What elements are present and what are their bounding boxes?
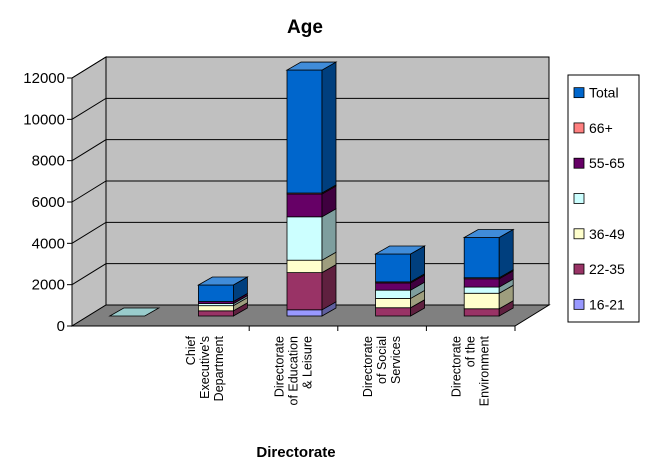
y-tick-label: 8000 <box>32 153 65 170</box>
legend-item: 36-49 <box>573 226 625 242</box>
x-tick-label: Directorate of Social Services <box>361 336 403 397</box>
x-tick-label: Directorate of the Environment <box>450 335 492 406</box>
bar-unnamed-segment <box>286 208 337 261</box>
svg-text:of Education: of Education <box>287 336 301 406</box>
legend-item: 16-21 <box>573 296 625 312</box>
svg-text:36-49: 36-49 <box>589 226 625 242</box>
svg-text:Environment: Environment <box>478 335 492 406</box>
y-tick-label: 12000 <box>23 70 65 87</box>
y-tick-label: 6000 <box>32 194 65 211</box>
gridline <box>71 56 549 79</box>
svg-text:& Leisure: & Leisure <box>301 336 315 389</box>
x-tick-label: Directorate of Education & Leisure <box>273 336 315 406</box>
legend-item: 55-65 <box>573 155 625 171</box>
y-tick-label: 0 <box>57 318 65 335</box>
bar-total-segment <box>285 61 338 194</box>
svg-text:of Social: of Social <box>375 336 389 384</box>
svg-text:Directorate: Directorate <box>361 336 375 397</box>
bars <box>108 61 515 317</box>
svg-text:Department: Department <box>212 335 226 401</box>
bar-22-35-segment <box>375 299 426 317</box>
svg-text:Total: Total <box>589 85 619 101</box>
bar-total-segment <box>462 228 515 279</box>
x-axis-categories: Chief Executive's Department Directorate of … <box>184 326 516 406</box>
svg-text:Executive's: Executive's <box>198 336 212 399</box>
svg-text:66+: 66+ <box>589 120 613 136</box>
svg-text:22-35: 22-35 <box>589 261 625 277</box>
y-axis: 0 2000 4000 6000 8000 10000 12000 <box>23 70 515 335</box>
gridline <box>71 221 549 244</box>
bar-total-segment <box>374 245 427 283</box>
legend-item <box>573 193 585 204</box>
x-axis-title: Directorate <box>256 444 335 461</box>
svg-text:Directorate: Directorate <box>450 336 464 397</box>
x-tick-label: Chief Executive's Department <box>184 335 226 401</box>
legend-item: 66+ <box>573 120 613 136</box>
svg-text:55-65: 55-65 <box>589 155 625 171</box>
svg-text:of the: of the <box>464 336 478 367</box>
gridline <box>71 139 549 162</box>
y-tick-label: 4000 <box>32 235 65 252</box>
gridline <box>71 97 549 120</box>
y-tick-label: 10000 <box>23 111 65 128</box>
bar-36-49-segment <box>286 251 337 274</box>
y-tick-label: 2000 <box>32 277 65 294</box>
gridline <box>71 180 549 203</box>
chart-title: Age <box>287 17 323 38</box>
legend-item: Total <box>573 85 619 101</box>
bar-22-35-segment <box>286 263 337 311</box>
svg-text:Services: Services <box>389 336 403 384</box>
bar-total-segment <box>196 276 249 303</box>
svg-text:16-21: 16-21 <box>589 296 625 312</box>
legend: Total 66+ 55-65 36-49 22-35 16-21 <box>567 74 640 323</box>
svg-text:Directorate: Directorate <box>273 336 287 397</box>
legend-item: 22-35 <box>573 261 625 277</box>
bar-empty <box>108 307 161 317</box>
svg-text:Chief: Chief <box>184 335 198 365</box>
